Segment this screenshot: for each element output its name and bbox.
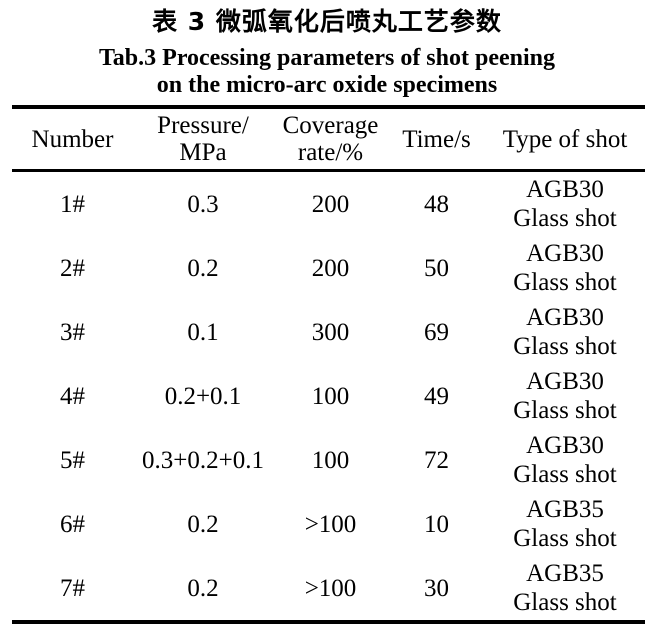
header-line: rate/% (297, 139, 364, 166)
table-caption-english: Tab.3 Processing parameters of shot peen… (0, 45, 654, 99)
table-row: 2# 0.2 200 50 AGB30 Glass shot (12, 236, 645, 300)
cell-pressure: 0.2 (187, 574, 219, 602)
header-line: Time/s (402, 125, 471, 153)
table-caption-line2: on the micro-arc oxide specimens (156, 72, 498, 98)
col-header-pressure: Pressure/ MPa (133, 107, 273, 172)
cell-shot-type: AGB30 Glass shot (485, 300, 645, 364)
shot-line: Glass shot (513, 269, 617, 296)
cell-time: 69 (424, 318, 449, 346)
shot-line: AGB30 (526, 304, 604, 331)
cell-number: 7# (60, 574, 85, 602)
shot-line: AGB30 (526, 240, 604, 267)
cell-shot-type: AGB30 Glass shot (485, 236, 645, 300)
shot-line: AGB35 (526, 496, 604, 523)
col-header-coverage: Coverage rate/% (273, 107, 388, 172)
table-row: 3# 0.1 300 69 AGB30 Glass shot (12, 300, 645, 364)
shot-line: Glass shot (513, 205, 617, 232)
cell-coverage: >100 (304, 574, 357, 602)
header-line: Type of shot (502, 125, 628, 153)
cell-time: 10 (424, 510, 449, 538)
cell-number: 6# (60, 510, 85, 538)
shot-line: AGB30 (526, 176, 604, 203)
cell-time: 48 (424, 190, 449, 218)
shot-line: AGB30 (526, 432, 604, 459)
cell-coverage: 100 (311, 446, 350, 474)
cell-time: 49 (424, 382, 449, 410)
table-container: Number Pressure/ MPa Coverage rate/% Tim… (12, 105, 645, 624)
cell-number: 1# (60, 190, 85, 218)
header-row: Number Pressure/ MPa Coverage rate/% Tim… (12, 107, 645, 172)
col-header-shot-type: Type of shot (485, 107, 645, 172)
cell-pressure: 0.3+0.2+0.1 (142, 446, 264, 474)
cell-shot-type: AGB30 Glass shot (485, 364, 645, 428)
cell-pressure: 0.2+0.1 (164, 382, 242, 410)
cell-shot-type: AGB30 Glass shot (485, 428, 645, 492)
cell-pressure: 0.2 (187, 510, 219, 538)
cell-time: 30 (424, 574, 449, 602)
cell-shot-type: AGB35 Glass shot (485, 556, 645, 622)
cell-coverage: 300 (311, 318, 350, 346)
shot-line: AGB30 (526, 368, 604, 395)
cell-pressure: 0.2 (187, 254, 219, 282)
cell-pressure: 0.1 (187, 318, 219, 346)
cell-coverage: >100 (304, 510, 357, 538)
cell-number: 4# (60, 382, 85, 410)
table-caption-line1: Tab.3 Processing parameters of shot peen… (99, 45, 555, 71)
table-row: 5# 0.3+0.2+0.1 100 72 AGB30 Glass shot (12, 428, 645, 492)
cell-coverage: 200 (311, 254, 350, 282)
shot-line: Glass shot (513, 397, 617, 424)
shot-line: Glass shot (513, 589, 617, 616)
header-line: Pressure/ (157, 112, 249, 139)
cell-number: 3# (60, 318, 85, 346)
header-line: MPa (179, 139, 227, 166)
cell-time: 72 (424, 446, 449, 474)
parameters-table: Number Pressure/ MPa Coverage rate/% Tim… (12, 105, 645, 624)
table-title-chinese: 表 3 微弧氧化后喷丸工艺参数 (152, 7, 502, 36)
shot-line: Glass shot (513, 333, 617, 360)
cell-coverage: 200 (311, 190, 350, 218)
table-row: 1# 0.3 200 48 AGB30 Glass shot (12, 171, 645, 237)
col-header-time: Time/s (388, 107, 485, 172)
col-header-number: Number (12, 107, 133, 172)
cell-number: 2# (60, 254, 85, 282)
cell-coverage: 100 (311, 382, 350, 410)
table-row: 7# 0.2 >100 30 AGB35 Glass shot (12, 556, 645, 622)
cell-pressure: 0.3 (187, 190, 219, 218)
header-line: Number (31, 125, 114, 153)
cell-time: 50 (424, 254, 449, 282)
shot-line: Glass shot (513, 525, 617, 552)
shot-line: Glass shot (513, 461, 617, 488)
cell-shot-type: AGB30 Glass shot (485, 171, 645, 237)
table-row: 6# 0.2 >100 10 AGB35 Glass shot (12, 492, 645, 556)
cell-number: 5# (60, 446, 85, 474)
shot-line: AGB35 (526, 560, 604, 587)
cell-shot-type: AGB35 Glass shot (485, 492, 645, 556)
table-row: 4# 0.2+0.1 100 49 AGB30 Glass shot (12, 364, 645, 428)
header-line: Coverage (282, 112, 379, 139)
